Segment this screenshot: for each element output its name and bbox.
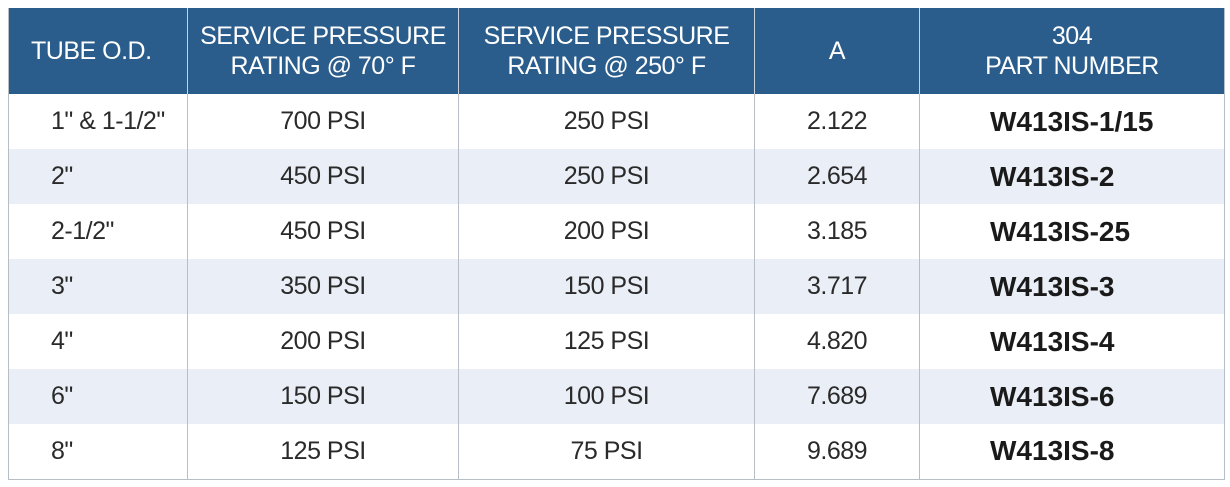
cell-a: 2.654 [754,149,920,204]
cell-pressure-250: 75 PSI [458,424,755,480]
cell-a: 2.122 [754,94,920,149]
cell-pressure-70: 450 PSI [187,204,459,259]
table-header: TUBE O.D. SERVICE PRESSURE RATING @ 70° … [8,8,1225,94]
cell-part-number: W413IS-6 [990,380,1115,412]
cell-pressure-250: 250 PSI [458,94,755,149]
cell-pressure-70: 150 PSI [187,369,459,424]
header-line: RATING @ 250° F [507,52,706,80]
table-row: 2-1/2" 450 PSI 200 PSI 3.185 W413IS-25 [8,204,1225,259]
cell-a: 3.185 [754,204,920,259]
cell-part-number: W413IS-2 [990,160,1115,192]
cell-pressure-70: 125 PSI [187,424,459,480]
cell-pressure-70: 200 PSI [187,314,459,369]
spec-table-container: TUBE O.D. SERVICE PRESSURE RATING @ 70° … [8,8,1225,481]
cell-part-number: W413IS-1/15 [990,105,1154,137]
header-pressure-70: SERVICE PRESSURE RATING @ 70° F [187,8,459,94]
cell-a: 7.689 [754,369,920,424]
cell-tube-od: 3" [8,259,188,314]
table-row: 2" 450 PSI 250 PSI 2.654 W413IS-2 [8,149,1225,204]
cell-a: 3.717 [754,259,920,314]
cell-tube-od: 6" [8,369,188,424]
header-line: SERVICE PRESSURE [200,22,446,50]
header-line: TUBE O.D. [31,37,152,65]
header-line: SERVICE PRESSURE [483,22,730,50]
header-line: A [828,37,846,65]
cell-pressure-70: 350 PSI [187,259,459,314]
cell-a: 4.820 [754,314,920,369]
cell-pressure-250: 200 PSI [458,204,755,259]
header-pressure-250: SERVICE PRESSURE RATING @ 250° F [458,8,755,94]
header-line: RATING @ 70° F [230,52,416,80]
cell-pressure-250: 125 PSI [458,314,755,369]
cell-part-number: W413IS-4 [990,325,1115,357]
cell-tube-od: 2" [8,149,188,204]
cell-tube-od: 8" [8,424,188,480]
cell-pressure-70: 450 PSI [187,149,459,204]
header-tube-od: TUBE O.D. [8,8,188,94]
table-body: 1" & 1-1/2" 700 PSI 250 PSI 2.122 W413IS… [8,94,1225,480]
table-row: 8" 125 PSI 75 PSI 9.689 W413IS-8 [8,424,1225,480]
cell-tube-od: 2-1/2" [8,204,188,259]
table-row: 6" 150 PSI 100 PSI 7.689 W413IS-6 [8,369,1225,424]
cell-pressure-250: 100 PSI [458,369,755,424]
header-line: PART NUMBER [985,52,1159,80]
cell-tube-od: 1" & 1-1/2" [8,94,188,149]
cell-a: 9.689 [754,424,920,480]
cell-part-number: W413IS-8 [919,424,1225,480]
table-row: 4" 200 PSI 125 PSI 4.820 W413IS-4 [8,314,1225,369]
header-row: TUBE O.D. SERVICE PRESSURE RATING @ 70° … [8,8,1225,94]
table-row: 3" 350 PSI 150 PSI 3.717 W413IS-3 [8,259,1225,314]
cell-pressure-250: 150 PSI [458,259,755,314]
spec-table: TUBE O.D. SERVICE PRESSURE RATING @ 70° … [8,8,1225,480]
header-part-number: 304 PART NUMBER [920,8,1225,94]
cell-pressure-70: 700 PSI [187,94,459,149]
table-row: 1" & 1-1/2" 700 PSI 250 PSI 2.122 W413IS… [8,94,1225,149]
cell-pressure-250: 250 PSI [458,149,755,204]
header-line: 304 [1051,22,1093,50]
cell-part-number: W413IS-3 [990,270,1115,302]
header-a: A [754,8,920,94]
cell-part-number: W413IS-25 [990,215,1131,247]
cell-tube-od: 4" [8,314,188,369]
